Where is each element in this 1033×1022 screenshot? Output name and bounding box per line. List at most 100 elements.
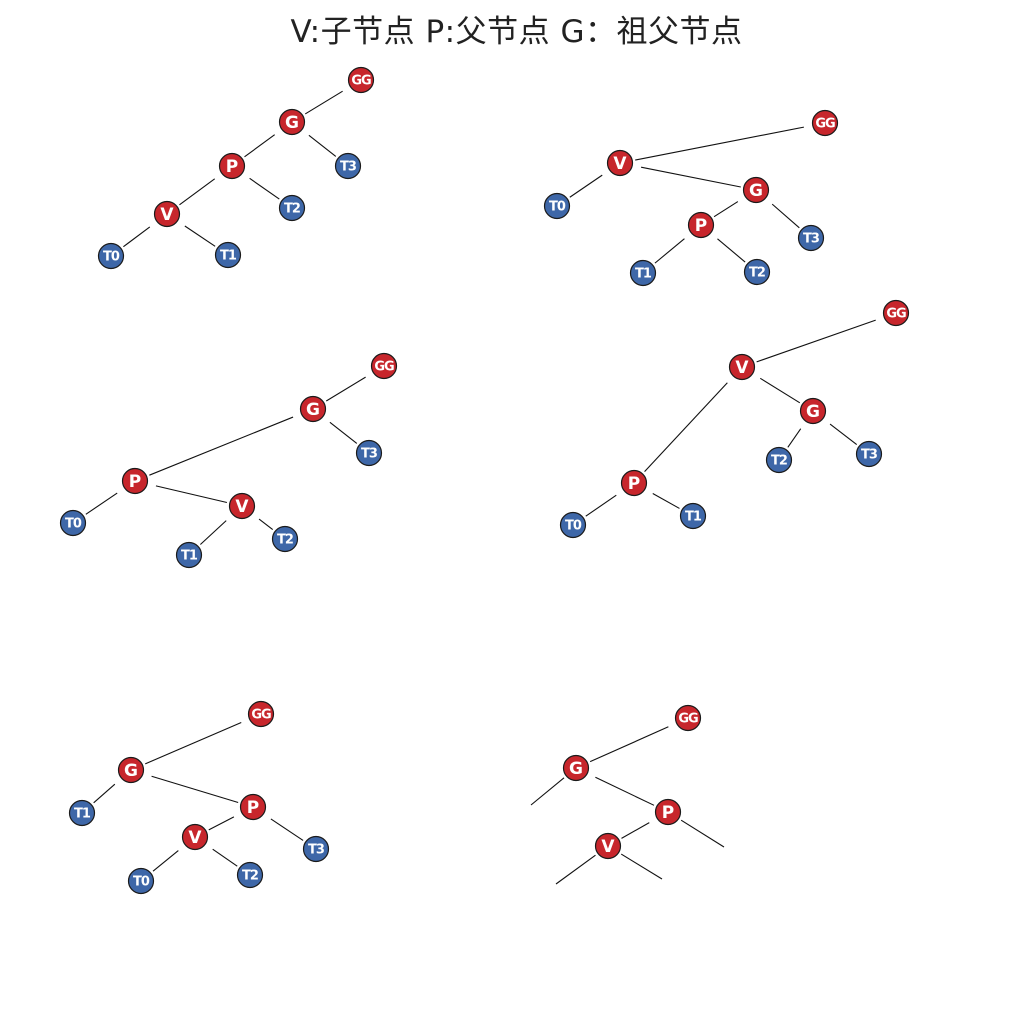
tree-1-node-p: P — [218, 152, 246, 180]
tree-5-node-v-label: V — [188, 828, 202, 848]
tree-4-node-gg: GG — [882, 299, 910, 327]
tree-1-node-v: V — [153, 200, 181, 228]
tree-1-edge-V-T0 — [123, 226, 151, 248]
tree-1-node-gg-circle — [347, 66, 375, 94]
tree-4-node-v: V — [728, 353, 756, 381]
tree-3-node-t3-circle — [355, 439, 383, 467]
tree-1-edge-G-P — [244, 134, 275, 158]
tree-4-node-p-label: P — [628, 474, 640, 494]
tree-5-edge-P-T3 — [270, 818, 304, 841]
tree-3-edge-G-P — [149, 416, 294, 476]
tree-3-node-t2: T2 — [271, 525, 299, 553]
tree-6-node-v-label: V — [601, 837, 615, 857]
tree-1-node-v-label: V — [160, 205, 174, 225]
tree-4-edge-V-P — [644, 382, 728, 473]
tree-2-node-p: P — [687, 211, 715, 239]
tree-2-node-t1-label: T1 — [635, 267, 652, 282]
tree-2-node-t0-label: T0 — [549, 200, 566, 215]
tree-6-node-gg-circle — [674, 704, 702, 732]
tree-6-edge-G-P — [595, 776, 655, 806]
tree-4-node-t2-circle — [765, 446, 793, 474]
tree-3-node-gg: GG — [370, 352, 398, 380]
tree-3-node-t1-label: T1 — [181, 549, 198, 564]
tree-3-node-g-label: G — [306, 400, 320, 420]
tree-1-node-g: G — [278, 108, 306, 136]
tree-5-node-v-circle — [181, 823, 209, 851]
tree-2-node-g-circle — [742, 176, 770, 204]
tree-1-edge-P-T2 — [249, 177, 280, 200]
tree-4-node-v-label: V — [735, 358, 749, 378]
tree-2-node-v: V — [606, 149, 634, 177]
tree-3-node-t0-label: T0 — [65, 517, 82, 532]
tree-4-node-t0: T0 — [559, 511, 587, 539]
tree-1-node-t0-circle — [97, 242, 125, 270]
tree-1-node-t1: T1 — [214, 241, 242, 269]
tree-2-edge-G-T3 — [771, 203, 800, 229]
tree-3-node-v: V — [228, 492, 256, 520]
tree-2-edge-V-T0 — [569, 174, 603, 198]
tree-4-edge-G-T2 — [787, 428, 802, 448]
tree-4-node-t0-circle — [559, 511, 587, 539]
tree-5-edge-GG-G — [145, 722, 242, 765]
tree-5-node-t0: T0 — [127, 867, 155, 895]
tree-6-node-v: V — [594, 832, 622, 860]
tree-6-stub-P-1 — [680, 819, 725, 848]
tree-3-node-gg-label: GG — [374, 360, 394, 375]
tree-3-node-v-label: V — [235, 497, 249, 517]
tree-3-node-t2-circle — [271, 525, 299, 553]
tree-5-node-gg-label: GG — [251, 708, 271, 723]
tree-3-node-p: P — [121, 467, 149, 495]
tree-1-node-t0: T0 — [97, 242, 125, 270]
tree-6-node-g-circle — [562, 754, 590, 782]
tree-5-node-t3-circle — [302, 835, 330, 863]
tree-1-node-g-circle — [278, 108, 306, 136]
tree-3-node-p-label: P — [129, 472, 141, 492]
tree-4-node-t3-circle — [855, 440, 883, 468]
tree-3-node-p-circle — [121, 467, 149, 495]
tree-1-edge-GG-G — [304, 90, 343, 115]
tree-5-edge-P-V — [208, 816, 235, 831]
tree-3-edge-P-T0 — [85, 492, 118, 515]
tree-3-node-t0-circle — [59, 509, 87, 537]
tree-4-edge-P-T0 — [585, 494, 617, 517]
tree-4-node-g-label: G — [806, 402, 820, 422]
tree-5-node-t2-label: T2 — [242, 869, 258, 884]
tree-3-edge-P-V — [155, 485, 228, 504]
tree-5-node-v: V — [181, 823, 209, 851]
tree-3-node-t1-circle — [175, 541, 203, 569]
tree-5-node-t2-circle — [236, 861, 264, 889]
tree-1-node-g-label: G — [285, 113, 299, 133]
tree-3-node-t2-label: T2 — [277, 533, 293, 548]
tree-3-node-t0: T0 — [59, 509, 87, 537]
tree-4-edge-GG-V — [756, 319, 876, 363]
tree-5-node-gg-circle — [247, 700, 275, 728]
tree-5-node-p: P — [239, 793, 267, 821]
tree-1-node-v-circle — [153, 200, 181, 228]
tree-3-node-t3-label: T3 — [361, 447, 378, 462]
tree-5-node-p-label: P — [247, 798, 259, 818]
tree-2-edge-V-G — [640, 166, 741, 188]
tree-4-edge-V-G — [759, 377, 801, 404]
tree-1-node-p-label: P — [226, 157, 238, 177]
tree-1-node-t1-circle — [214, 241, 242, 269]
tree-4-node-g: G — [799, 397, 827, 425]
tree-5-node-t1: T1 — [68, 799, 96, 827]
tree-4-node-g-circle — [799, 397, 827, 425]
tree-4-edge-P-T1 — [652, 493, 680, 509]
tree-6-node-g: G — [562, 754, 590, 782]
tree-5-edge-V-T0 — [152, 850, 179, 872]
tree-2-node-t1-circle — [629, 259, 657, 287]
tree-6-edge-P-V — [621, 822, 650, 839]
tree-2-edge-P-T1 — [654, 238, 685, 264]
tree-2-node-p-label: P — [695, 216, 707, 236]
tree-2-node-t2-circle — [743, 258, 771, 286]
tree-5-node-gg: GG — [247, 700, 275, 728]
tree-6-node-p: P — [654, 798, 682, 826]
tree-3-node-v-circle — [228, 492, 256, 520]
tree-5-node-g-label: G — [124, 761, 138, 781]
tree-5-node-t1-label: T1 — [74, 807, 91, 822]
tree-6-stub-V-3 — [620, 853, 663, 880]
tree-4-node-p: P — [620, 469, 648, 497]
tree-4-node-t1: T1 — [679, 502, 707, 530]
